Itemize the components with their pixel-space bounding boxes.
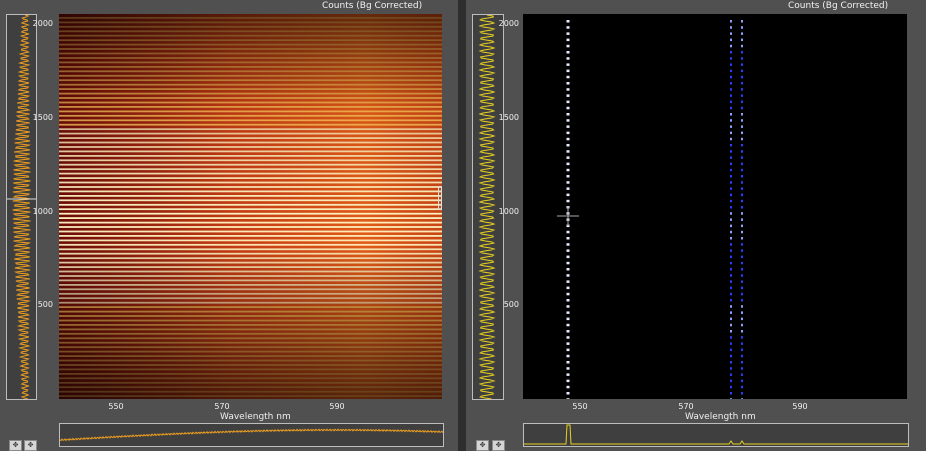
x-tick-label: 570 — [678, 402, 694, 411]
spectral-image[interactable] — [59, 14, 442, 399]
x-axis-label: Wavelength nm — [220, 412, 291, 422]
y-tick-label: 1000 — [498, 207, 519, 216]
crosshair-icon[interactable]: ✥ — [492, 440, 505, 451]
x-tick-label: 550 — [108, 402, 124, 411]
panel-divider[interactable] — [458, 0, 466, 451]
counts-title: Counts (Bg Corrected) — [788, 1, 889, 11]
y-tick-label: 2000 — [498, 19, 519, 28]
x-tick-label: 570 — [214, 402, 230, 411]
y-tick-label: 1000 — [32, 207, 53, 216]
y-tick-label: 500 — [503, 300, 519, 309]
spectral-image[interactable] — [523, 14, 907, 399]
right-image-panel: Counts (Bg Corrected) 2000 1500 1000 500… — [466, 0, 926, 451]
row-marker[interactable] — [438, 186, 442, 210]
x-tick-label: 590 — [329, 402, 345, 411]
x-tick-label: 590 — [792, 402, 808, 411]
y-tick-label: 2000 — [32, 19, 53, 28]
counts-title: Counts (Bg Corrected) — [322, 1, 423, 11]
y-tick-label: 1500 — [32, 113, 53, 122]
move-icon[interactable]: ✥ — [9, 440, 22, 451]
vertical-profile[interactable] — [6, 14, 37, 400]
x-axis-label: Wavelength nm — [685, 412, 756, 422]
x-tick-label: 550 — [572, 402, 588, 411]
y-tick-label: 1500 — [498, 113, 519, 122]
y-tick-label: 500 — [37, 300, 53, 309]
left-image-panel: Counts (Bg Corrected) 2000 1500 1000 500 — [0, 0, 458, 451]
horizontal-profile[interactable] — [59, 423, 444, 447]
crosshair-icon[interactable]: ✥ — [24, 440, 37, 451]
vertical-profile[interactable] — [472, 14, 504, 400]
move-icon[interactable]: ✥ — [476, 440, 489, 451]
horizontal-profile[interactable] — [523, 423, 909, 447]
